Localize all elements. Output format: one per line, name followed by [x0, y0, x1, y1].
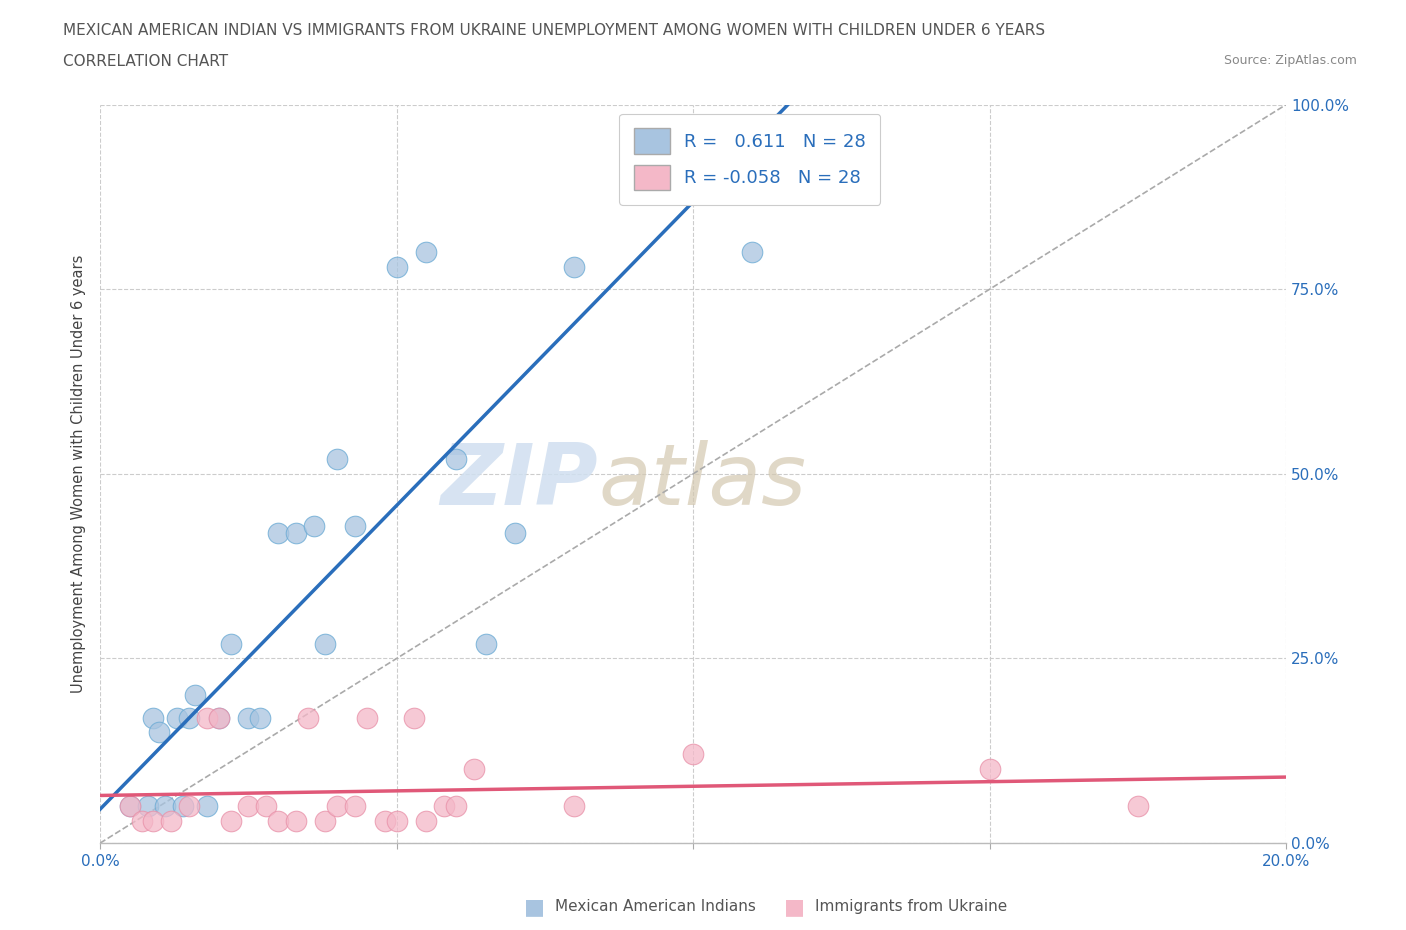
- Point: [160, 814, 183, 829]
- Point: [314, 636, 336, 651]
- Text: Mexican American Indians: Mexican American Indians: [555, 899, 756, 914]
- Point: [238, 711, 260, 725]
- Point: [136, 799, 159, 814]
- Point: [284, 525, 307, 540]
- Point: [254, 799, 277, 814]
- Point: [177, 799, 200, 814]
- Point: [564, 799, 586, 814]
- Text: ■: ■: [524, 897, 544, 917]
- Point: [385, 259, 408, 274]
- Point: [208, 711, 231, 725]
- Text: ■: ■: [785, 897, 804, 917]
- Point: [415, 814, 437, 829]
- Point: [166, 711, 188, 725]
- Point: [284, 814, 307, 829]
- Point: [415, 245, 437, 259]
- Point: [118, 799, 141, 814]
- Point: [404, 711, 426, 725]
- Point: [682, 747, 704, 762]
- Point: [172, 799, 194, 814]
- Point: [326, 452, 349, 467]
- Point: [979, 762, 1001, 777]
- Text: atlas: atlas: [598, 440, 806, 523]
- Point: [314, 814, 336, 829]
- Point: [444, 799, 467, 814]
- Point: [326, 799, 349, 814]
- Point: [682, 134, 704, 149]
- Text: MEXICAN AMERICAN INDIAN VS IMMIGRANTS FROM UKRAINE UNEMPLOYMENT AMONG WOMEN WITH: MEXICAN AMERICAN INDIAN VS IMMIGRANTS FR…: [63, 23, 1046, 38]
- Text: Immigrants from Ukraine: Immigrants from Ukraine: [815, 899, 1008, 914]
- Point: [142, 814, 165, 829]
- Point: [474, 636, 496, 651]
- Point: [433, 799, 456, 814]
- Point: [249, 711, 271, 725]
- Point: [297, 711, 319, 725]
- Point: [741, 245, 763, 259]
- Point: [385, 814, 408, 829]
- Point: [356, 711, 378, 725]
- Point: [564, 259, 586, 274]
- Point: [267, 814, 290, 829]
- Point: [155, 799, 177, 814]
- Point: [374, 814, 396, 829]
- Point: [219, 814, 242, 829]
- Point: [1126, 799, 1149, 814]
- Text: CORRELATION CHART: CORRELATION CHART: [63, 54, 228, 69]
- Point: [302, 518, 325, 533]
- Point: [444, 452, 467, 467]
- Point: [148, 724, 170, 739]
- Text: ZIP: ZIP: [440, 440, 598, 523]
- Point: [238, 799, 260, 814]
- Point: [142, 711, 165, 725]
- Point: [267, 525, 290, 540]
- Point: [118, 799, 141, 814]
- Text: Source: ZipAtlas.com: Source: ZipAtlas.com: [1223, 54, 1357, 67]
- Point: [208, 711, 231, 725]
- Point: [503, 525, 526, 540]
- Point: [219, 636, 242, 651]
- Point: [131, 814, 153, 829]
- Point: [195, 799, 218, 814]
- Point: [344, 799, 367, 814]
- Point: [344, 518, 367, 533]
- Point: [463, 762, 485, 777]
- Y-axis label: Unemployment Among Women with Children Under 6 years: Unemployment Among Women with Children U…: [72, 255, 86, 693]
- Point: [177, 711, 200, 725]
- Point: [195, 711, 218, 725]
- Point: [184, 688, 207, 703]
- Legend: R =   0.611   N = 28, R = -0.058   N = 28: R = 0.611 N = 28, R = -0.058 N = 28: [619, 113, 880, 205]
